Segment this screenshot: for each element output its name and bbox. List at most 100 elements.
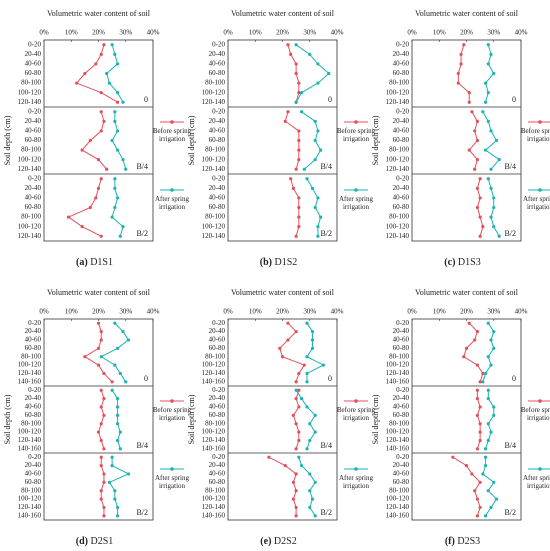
- y-tick-label: 40-60: [393, 336, 410, 344]
- y-tick-label: 140-160: [202, 444, 226, 452]
- point: [294, 100, 298, 104]
- y-tick-label: 20-40: [209, 327, 226, 335]
- x-tick-label: 40%: [147, 29, 160, 37]
- point: [102, 119, 106, 123]
- y-tick-label: 40-60: [25, 403, 42, 411]
- panel-label: B/2: [504, 229, 516, 238]
- series-line: [306, 322, 325, 382]
- legend-label: After spring irrigation: [522, 474, 550, 490]
- point: [475, 396, 479, 401]
- panel-name: D2S2: [274, 536, 297, 547]
- point: [110, 463, 114, 468]
- panel-letter: (a): [76, 257, 88, 268]
- y-tick-label: 40-60: [209, 336, 226, 344]
- point: [492, 71, 496, 76]
- point: [478, 438, 482, 443]
- point: [492, 480, 496, 484]
- point: [294, 43, 298, 47]
- point: [102, 505, 106, 510]
- point: [297, 196, 301, 200]
- x-tick-label: 0%: [39, 308, 49, 316]
- point: [115, 413, 120, 417]
- y-tick-label: 20-40: [393, 461, 410, 469]
- y-tick-label: 0-20: [212, 386, 225, 394]
- point: [478, 215, 482, 219]
- point: [473, 338, 477, 342]
- point: [310, 329, 315, 334]
- legend-marker: [354, 188, 358, 192]
- point: [115, 505, 120, 510]
- y-tick-label: 60-80: [209, 69, 226, 77]
- point: [113, 110, 117, 114]
- x-tick-label: 30%: [303, 308, 316, 316]
- point: [113, 119, 117, 123]
- point: [99, 329, 103, 334]
- y-tick-label: 120-140: [202, 98, 226, 106]
- point: [473, 167, 477, 171]
- point: [297, 81, 301, 85]
- y-tick-label: 80-100: [205, 146, 225, 154]
- point: [302, 363, 306, 367]
- y-tick-label: 20-40: [393, 117, 410, 125]
- point: [478, 430, 482, 434]
- x-tick-label: 20%: [92, 308, 105, 316]
- point: [115, 62, 120, 66]
- panel-caption: (a) D1S1: [76, 257, 113, 268]
- point: [316, 225, 320, 229]
- point: [280, 355, 285, 359]
- point: [110, 43, 114, 47]
- y-tick-label: 0-20: [212, 174, 225, 182]
- point: [113, 321, 117, 325]
- point: [110, 388, 114, 392]
- point: [297, 158, 301, 162]
- point: [475, 186, 479, 190]
- point: [313, 119, 317, 123]
- y-tick-label: 20-40: [393, 394, 410, 402]
- x-tick-label: 10%: [433, 29, 446, 37]
- point: [297, 225, 301, 229]
- point: [316, 196, 320, 200]
- point: [478, 234, 482, 238]
- point: [297, 205, 301, 210]
- point: [492, 205, 496, 210]
- point: [486, 177, 490, 181]
- point: [115, 100, 120, 104]
- point: [478, 380, 482, 384]
- point: [464, 463, 469, 468]
- point: [289, 52, 293, 56]
- point: [99, 455, 103, 459]
- y-axis-label: Soil depth (cm): [187, 115, 196, 165]
- point: [489, 215, 493, 219]
- x-tick-label: 40%: [331, 29, 344, 37]
- point: [118, 430, 122, 434]
- point: [316, 81, 320, 85]
- point: [299, 396, 304, 401]
- point: [110, 215, 114, 219]
- y-tick-label: 60-80: [25, 203, 42, 211]
- point: [489, 167, 493, 171]
- point: [291, 480, 295, 484]
- series-line: [75, 44, 118, 103]
- point: [75, 81, 79, 85]
- point: [297, 405, 301, 409]
- point: [475, 447, 479, 451]
- y-tick-label: 0-20: [396, 40, 409, 48]
- y-tick-label: 100-120: [202, 222, 226, 230]
- point: [451, 455, 455, 459]
- x-tick-label: 30%: [119, 29, 132, 37]
- legend-label: Before spring irrigation: [152, 406, 192, 422]
- point: [313, 158, 317, 162]
- y-tick-label: 0-20: [396, 386, 409, 394]
- point: [305, 355, 309, 359]
- y-tick-label: 40-60: [393, 194, 410, 202]
- x-tick-label: 0%: [407, 308, 417, 316]
- point: [305, 177, 309, 181]
- point: [308, 438, 312, 443]
- y-tick-label: 0-20: [396, 107, 409, 115]
- plot-frame: [227, 318, 338, 521]
- y-tick-label: 60-80: [393, 411, 410, 419]
- panel-label: B/4: [136, 441, 148, 450]
- series-line: [301, 111, 322, 170]
- point: [110, 380, 114, 384]
- y-tick-label: 120-140: [18, 436, 42, 444]
